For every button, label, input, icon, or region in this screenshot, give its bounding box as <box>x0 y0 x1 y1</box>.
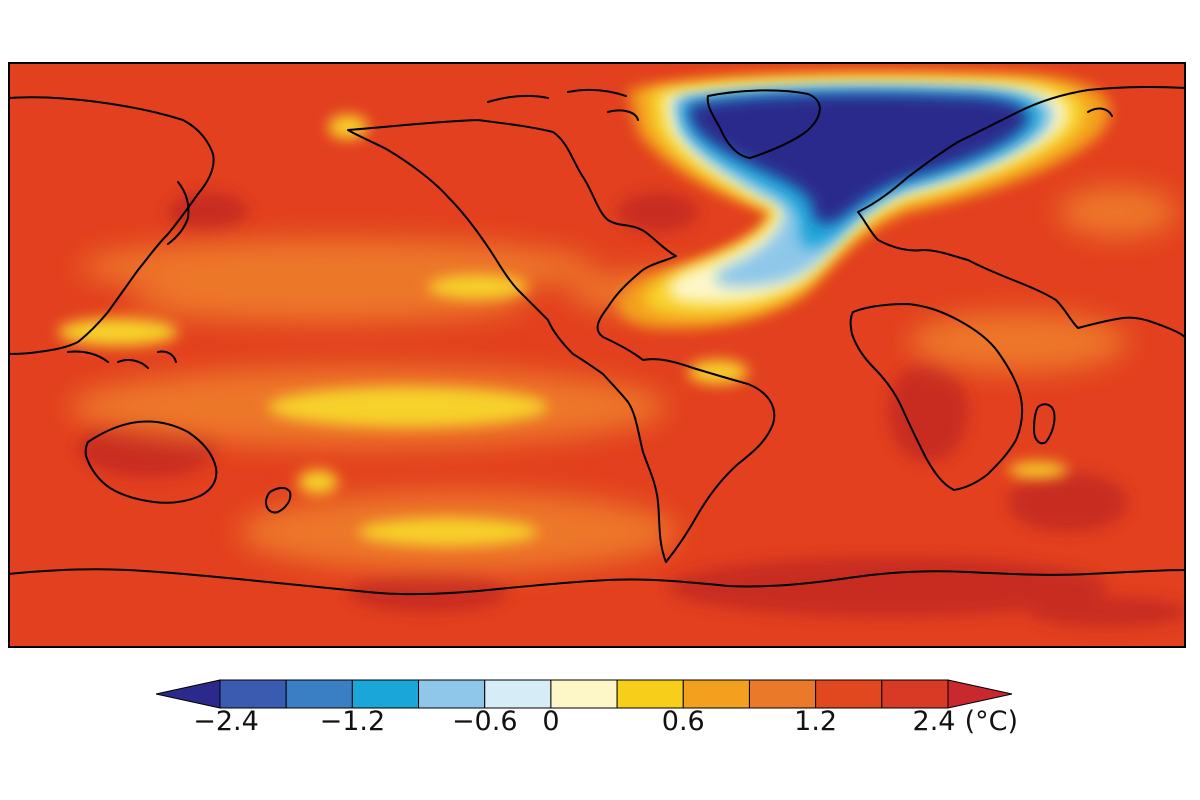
coastline-indonesia <box>67 350 177 369</box>
coastline-eurasia <box>857 85 1186 341</box>
map-border <box>8 62 1186 648</box>
coastline-greenland <box>706 89 821 159</box>
colorbar-cells <box>155 679 1013 709</box>
colorbar-cell <box>550 679 618 709</box>
colorbar-cell <box>351 679 420 709</box>
dark-patch-ross-sea <box>348 572 508 612</box>
colorbar-end-high <box>947 679 1013 709</box>
dark-patch-indian-ocean <box>1008 472 1128 532</box>
dark-patch-newfoundland <box>618 192 698 232</box>
yellow-patch-madagascar <box>1008 462 1068 478</box>
colorbar-tick-label: −1.2 <box>320 706 386 737</box>
colorbar-canvas: −2.4 −1.2 −0.6 0 0.6 1.2 2.4 (°C) <box>155 679 1018 737</box>
colorbar-cell <box>815 679 883 709</box>
yellow-patch-south-pacific <box>358 518 538 546</box>
yellow-patch-equatorial-pacific <box>268 387 548 427</box>
colorbar-tick-label: −2.4 <box>193 706 259 737</box>
coastline-australia <box>84 420 218 504</box>
orange-band-subtropical-pacific <box>128 282 528 322</box>
colorbar-end-low <box>155 679 221 709</box>
yellow-patch-maritime-continent <box>58 318 178 346</box>
orange-band-siberia <box>1058 187 1178 237</box>
map-canvas <box>8 62 1186 648</box>
cold-core-navy <box>688 93 1028 224</box>
coastline-asia-west <box>8 96 215 355</box>
coastline-new-zealand <box>265 486 292 514</box>
dark-patch-africa <box>888 362 968 462</box>
yellow-patch-amazon <box>688 360 748 384</box>
temperature-anomaly-map <box>8 62 1186 648</box>
colorbar-cell <box>616 679 684 709</box>
dark-patch-antarctic-east <box>1028 597 1186 627</box>
colorbar-tick-label: −0.6 <box>452 706 518 737</box>
coastline-arctic-islands <box>487 88 1113 121</box>
coastline-antarctica <box>8 568 1186 596</box>
colorbar-cell <box>682 679 750 709</box>
anomaly-yellow-patches <box>58 115 1068 546</box>
coastline-americas <box>347 119 776 563</box>
colorbar-cell <box>219 679 287 709</box>
colorbar-tick-labels: −2.4 −1.2 −0.6 0 0.6 1.2 2.4 <box>193 706 955 737</box>
dark-patch-japan <box>168 192 248 232</box>
colorbar-cell <box>881 679 949 709</box>
orange-band-arabian-sea <box>908 312 1128 372</box>
colorbar-unit-label: (°C) <box>965 706 1018 737</box>
colorbar-cell <box>285 679 353 709</box>
coastline-africa <box>849 303 1024 491</box>
yellow-patch-alaska <box>328 115 368 139</box>
colorbar-cell <box>748 679 817 709</box>
colorbar-legend: −2.4 −1.2 −0.6 0 0.6 1.2 2.4 (°C) <box>150 668 1030 778</box>
coastline-japan <box>167 181 190 245</box>
colorbar-tick-label: 2.4 <box>913 706 956 737</box>
coastlines <box>8 85 1186 596</box>
colorbar-tick-label: 1.2 <box>794 706 837 737</box>
colorbar-cell <box>418 679 486 709</box>
yellow-patch-hawaii <box>428 275 528 299</box>
yellow-patch-fiji <box>298 470 338 494</box>
colorbar-tick-label: 0.6 <box>662 706 705 737</box>
coastline-madagascar <box>1033 403 1056 445</box>
dark-patch-antarctic <box>668 557 1108 617</box>
colorbar-tick-label: 0 <box>542 706 559 737</box>
colorbar-cell <box>484 679 552 709</box>
